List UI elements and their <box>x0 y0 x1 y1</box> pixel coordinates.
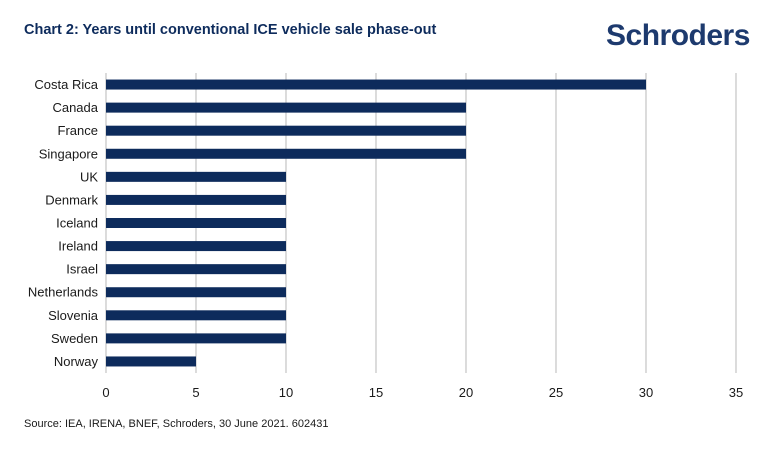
category-label: Denmark <box>45 192 98 207</box>
bar-uk <box>106 171 286 182</box>
bar-iceland <box>106 218 286 228</box>
bar-france <box>106 125 466 136</box>
bar-israel <box>106 264 286 275</box>
brand-logo: Schroders <box>606 19 750 52</box>
category-labels: Costa Rica Canada France Singapore UK Denmark… <box>28 77 99 369</box>
bars <box>106 79 646 367</box>
x-tick-label: 15 <box>369 385 383 400</box>
x-tick-label: 25 <box>549 385 563 400</box>
bar-singapore <box>106 148 466 159</box>
x-tick-label: 10 <box>279 385 293 400</box>
source-note: Source: IEA, IRENA, BNEF, Schroders, 30 … <box>24 418 329 430</box>
category-label: Norway <box>54 354 99 369</box>
category-label: Slovenia <box>48 308 99 323</box>
category-label: France <box>58 123 98 138</box>
bar-denmark <box>106 194 286 205</box>
x-tick-label: 35 <box>729 385 743 400</box>
category-label: Netherlands <box>28 285 99 300</box>
x-tick-label: 20 <box>459 385 473 400</box>
category-label: Sweden <box>51 331 98 346</box>
bar-sweden <box>106 333 286 344</box>
bar-ireland <box>106 241 286 252</box>
x-axis-tick-labels: 0 5 10 15 20 25 30 35 <box>102 385 743 400</box>
category-label: Ireland <box>58 239 98 254</box>
chart-title: Chart 2: Years until conventional ICE ve… <box>24 22 437 38</box>
bar-canada <box>106 102 466 113</box>
category-label: Iceland <box>56 216 98 231</box>
category-label: Canada <box>52 100 98 115</box>
bar-costa-rica <box>106 79 646 90</box>
category-label: Israel <box>66 262 98 277</box>
x-tick-label: 5 <box>192 385 199 400</box>
category-label: Singapore <box>39 146 98 161</box>
bar-slovenia <box>106 310 286 321</box>
bar-norway <box>106 356 196 367</box>
x-tick-label: 30 <box>639 385 653 400</box>
x-tick-label: 0 <box>102 385 109 400</box>
category-label: UK <box>80 169 98 184</box>
bar-netherlands <box>106 287 286 298</box>
category-label: Costa Rica <box>34 77 98 92</box>
